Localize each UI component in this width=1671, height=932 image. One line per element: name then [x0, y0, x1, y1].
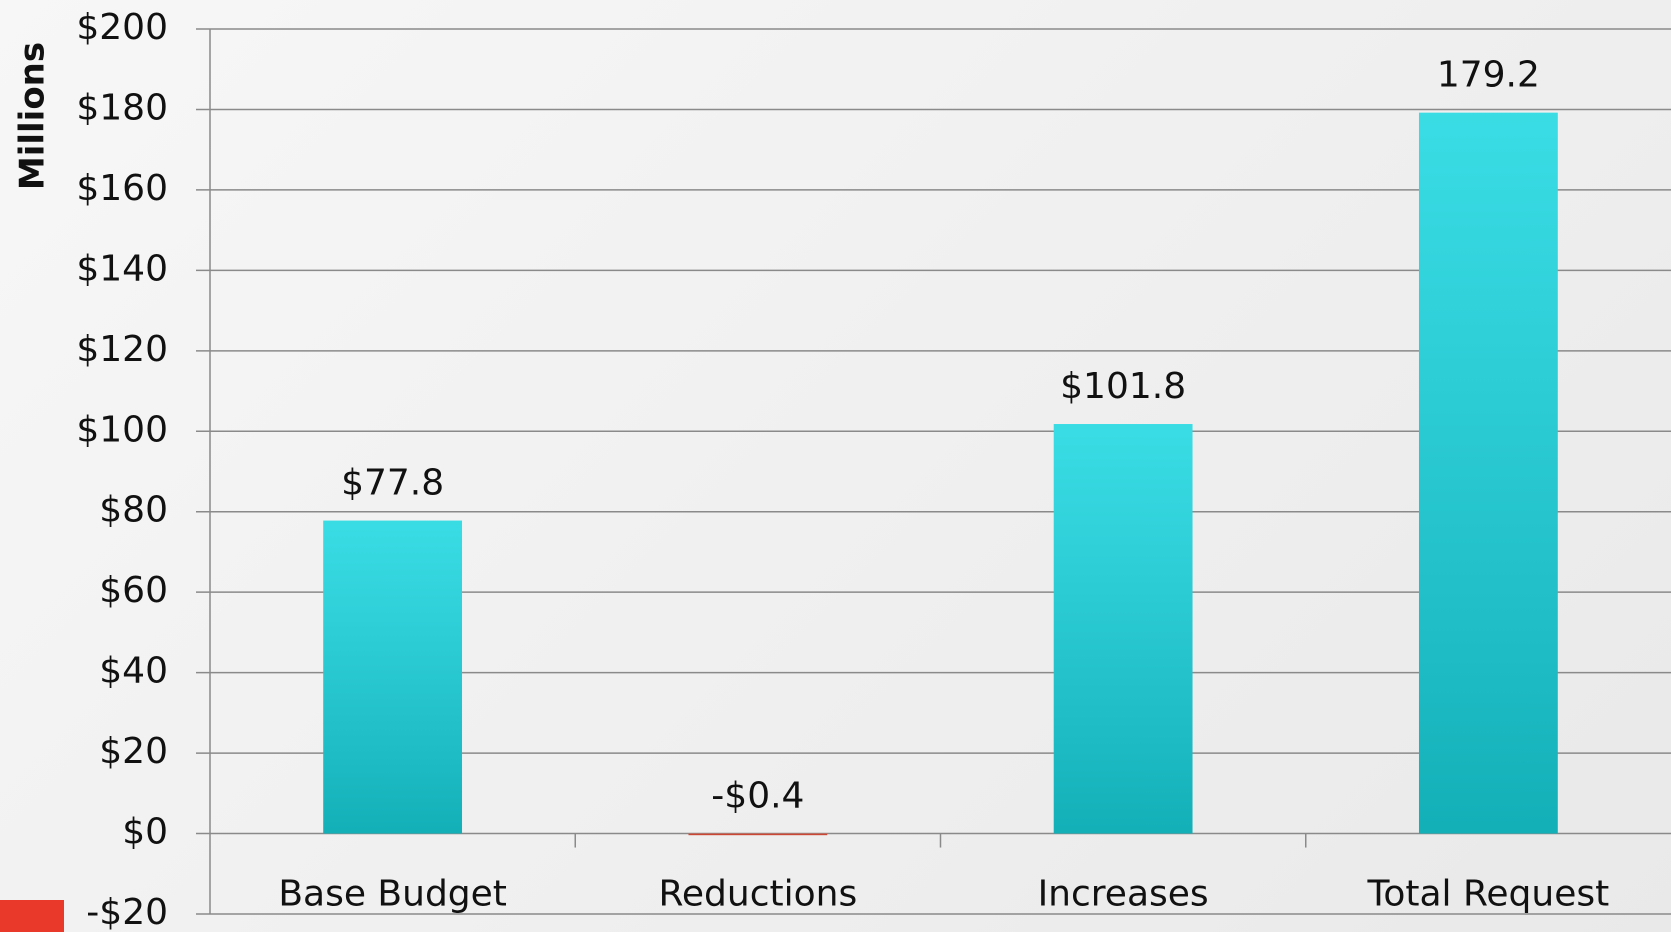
bar-shade [1053, 424, 1193, 834]
decoration [0, 900, 64, 932]
y-tick-label: $140 [76, 248, 168, 289]
bar-shade [1418, 112, 1558, 834]
x-tick-label: Reductions [659, 874, 858, 915]
y-tick-label: $60 [99, 570, 168, 611]
x-tick-label: Total Request [1366, 874, 1609, 915]
y-tick-label: $120 [76, 329, 168, 370]
data-label: $77.8 [341, 463, 444, 504]
y-tick-label: $80 [99, 490, 168, 531]
y-tick-label: $20 [99, 731, 168, 772]
y-tick-label: $180 [76, 87, 168, 128]
x-tick-label: Base Budget [278, 874, 507, 915]
x-tick-label: Increases [1038, 874, 1209, 915]
bar-shade [688, 833, 828, 836]
y-tick-label: $40 [99, 651, 168, 692]
data-label: -$0.4 [711, 776, 804, 817]
bar-shade [323, 520, 463, 834]
y-tick-label: $100 [76, 409, 168, 450]
data-label: 179.2 [1437, 55, 1540, 96]
y-axis-title: Millions [13, 42, 53, 190]
y-tick-label: $0 [122, 812, 168, 853]
y-tick-label: $200 [76, 7, 168, 48]
y-tick-label: -$20 [86, 892, 168, 932]
y-tick-label: $160 [76, 168, 168, 209]
data-label: $101.8 [1060, 366, 1186, 407]
